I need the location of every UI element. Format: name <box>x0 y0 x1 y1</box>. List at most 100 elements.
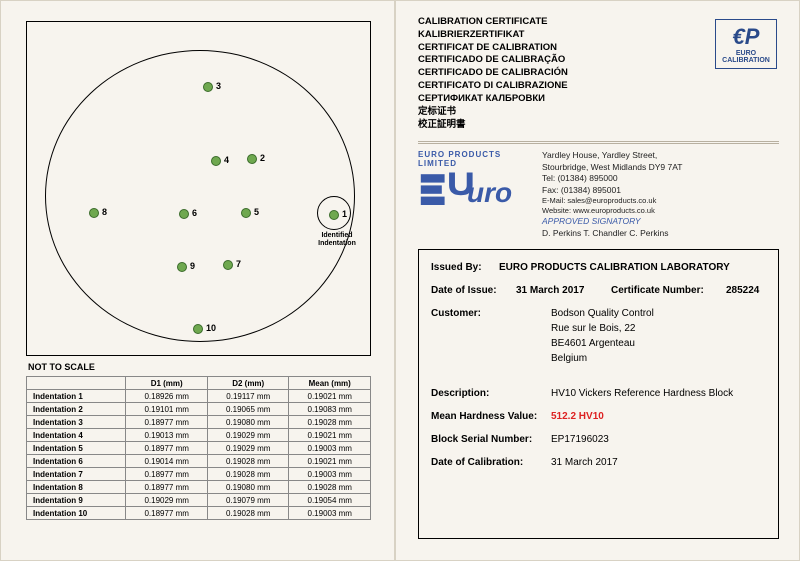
table-cell: 0.19028 mm <box>207 507 289 520</box>
table-header: Mean (mm) <box>289 377 371 390</box>
mean-hardness-value: 512.2 HV10 <box>551 409 604 424</box>
table-header: D1 (mm) <box>126 377 208 390</box>
signatories: D. Perkins T. Chandler C. Perkins <box>542 228 682 239</box>
table-cell: Indentation 6 <box>27 455 126 468</box>
addr-fax: Fax: (01384) 895001 <box>542 185 682 196</box>
date-issue-value: 31 March 2017 <box>516 283 611 298</box>
addr-web: Website: www.europroducts.co.uk <box>542 206 682 216</box>
table-cell: 0.18977 mm <box>126 442 208 455</box>
table-cell: 0.19028 mm <box>207 468 289 481</box>
table-cell: 0.18977 mm <box>126 416 208 429</box>
dot-number: 1 <box>342 209 347 219</box>
date-issue-label: Date of Issue: <box>431 283 516 298</box>
title-line: 定标证书 <box>418 106 779 119</box>
cert-no-label: Certificate Number: <box>611 283 726 298</box>
table-cell: Indentation 3 <box>27 416 126 429</box>
table-header: D2 (mm) <box>207 377 289 390</box>
right-page: €P EURO CALIBRATION CALIBRATION CERTIFIC… <box>395 0 800 561</box>
svg-text:uro: uro <box>467 178 512 209</box>
table-row: Indentation 90.19029 mm0.19079 mm0.19054… <box>27 494 371 507</box>
indentation-dot <box>89 208 99 218</box>
table-cell: 0.19021 mm <box>289 455 371 468</box>
table-row: Indentation 20.19101 mm0.19065 mm0.19083… <box>27 403 371 416</box>
indentation-dot <box>179 209 189 219</box>
indentation-dot <box>203 82 213 92</box>
table-cell: 0.18977 mm <box>126 468 208 481</box>
company-address: Yardley House, Yardley Street, Stourbrid… <box>542 150 682 239</box>
addr-email: E-Mail: sales@europroducts.co.uk <box>542 196 682 206</box>
table-cell: 0.19014 mm <box>126 455 208 468</box>
dot-number: 8 <box>102 207 107 217</box>
table-cell: 0.19029 mm <box>207 429 289 442</box>
table-row: Indentation 80.18977 mm0.19080 mm0.19028… <box>27 481 371 494</box>
euro-calibration-logo: €P EURO CALIBRATION <box>715 19 777 69</box>
title-line: СЕРТИФИКАТ КАЛБРОВКИ <box>418 93 779 106</box>
table-cell: Indentation 9 <box>27 494 126 507</box>
measurement-table: D1 (mm)D2 (mm)Mean (mm) Indentation 10.1… <box>26 376 371 520</box>
table-cell: Indentation 2 <box>27 403 126 416</box>
company-banner: EURO PRODUCTS LIMITED <box>418 150 536 168</box>
table-cell: 0.19028 mm <box>289 416 371 429</box>
table-cell: 0.19021 mm <box>289 429 371 442</box>
logo-line1: EURO <box>720 50 772 57</box>
indentation-dot <box>247 154 257 164</box>
mean-hardness-label: Mean Hardness Value: <box>431 409 551 424</box>
table-cell: 0.19065 mm <box>207 403 289 416</box>
indentation-dot <box>211 156 221 166</box>
table-cell: 0.18977 mm <box>126 481 208 494</box>
customer-value: Bodson Quality Control Rue sur le Bois, … <box>551 306 654 366</box>
table-row: Indentation 40.19013 mm0.19029 mm0.19021… <box>27 429 371 442</box>
identified-label: IdentifiedIndentation <box>315 232 359 247</box>
indentation-dot <box>241 208 251 218</box>
table-header <box>27 377 126 390</box>
dot-number: 4 <box>224 155 229 165</box>
table-cell: 0.19028 mm <box>289 481 371 494</box>
calibration-date-value: 31 March 2017 <box>551 455 618 470</box>
indentation-dot <box>177 262 187 272</box>
dot-number: 5 <box>254 207 259 217</box>
table-cell: Indentation 5 <box>27 442 126 455</box>
customer-label: Customer: <box>431 306 551 366</box>
dot-number: 3 <box>216 81 221 91</box>
table-cell: 0.19079 mm <box>207 494 289 507</box>
table-cell: 0.19003 mm <box>289 442 371 455</box>
table-cell: 0.18926 mm <box>126 390 208 403</box>
table-cell: 0.19003 mm <box>289 468 371 481</box>
table-cell: 0.19054 mm <box>289 494 371 507</box>
table-cell: 0.19083 mm <box>289 403 371 416</box>
table-cell: Indentation 8 <box>27 481 126 494</box>
left-page: IdentifiedIndentation 12345678910 NOT TO… <box>0 0 395 561</box>
euro-logo-block: EURO PRODUCTS LIMITED uro <box>418 150 536 217</box>
ep-glyph: €P <box>720 24 772 50</box>
title-line: 校正証明書 <box>418 119 779 132</box>
table-cell: 0.19013 mm <box>126 429 208 442</box>
table-row: Indentation 10.18926 mm0.19117 mm0.19021… <box>27 390 371 403</box>
description-value: HV10 Vickers Reference Hardness Block <box>551 386 733 401</box>
block-circle <box>45 50 355 342</box>
cert-no-value: 285224 <box>726 283 759 298</box>
serial-label: Block Serial Number: <box>431 432 551 447</box>
indentation-dot <box>193 324 203 334</box>
table-cell: 0.19029 mm <box>126 494 208 507</box>
dot-number: 7 <box>236 259 241 269</box>
logo-line2: CALIBRATION <box>720 57 772 64</box>
calibration-date-label: Date of Calibration: <box>431 455 551 470</box>
table-cell: 0.19080 mm <box>207 416 289 429</box>
table-row: Indentation 60.19014 mm0.19028 mm0.19021… <box>27 455 371 468</box>
addr-tel: Tel: (01384) 895000 <box>542 173 682 184</box>
approved-signatory: APPROVED SIGNATORY <box>542 216 682 227</box>
indentation-diagram: IdentifiedIndentation 12345678910 <box>26 21 371 356</box>
table-cell: 0.19117 mm <box>207 390 289 403</box>
title-line: CERTIFICATO DI CALIBRAZIONE <box>418 80 779 93</box>
table-cell: Indentation 1 <box>27 390 126 403</box>
table-cell: 0.19028 mm <box>207 455 289 468</box>
table-cell: Indentation 10 <box>27 507 126 520</box>
dot-number: 9 <box>190 261 195 271</box>
addr-line2: Stourbridge, West Midlands DY9 7AT <box>542 162 682 173</box>
table-row: Indentation 70.18977 mm0.19028 mm0.19003… <box>27 468 371 481</box>
not-to-scale-label: NOT TO SCALE <box>28 362 369 372</box>
certificate-details: Issued By: EURO PRODUCTS CALIBRATION LAB… <box>418 249 779 539</box>
description-label: Description: <box>431 386 551 401</box>
dot-number: 6 <box>192 208 197 218</box>
addr-line1: Yardley House, Yardley Street, <box>542 150 682 161</box>
